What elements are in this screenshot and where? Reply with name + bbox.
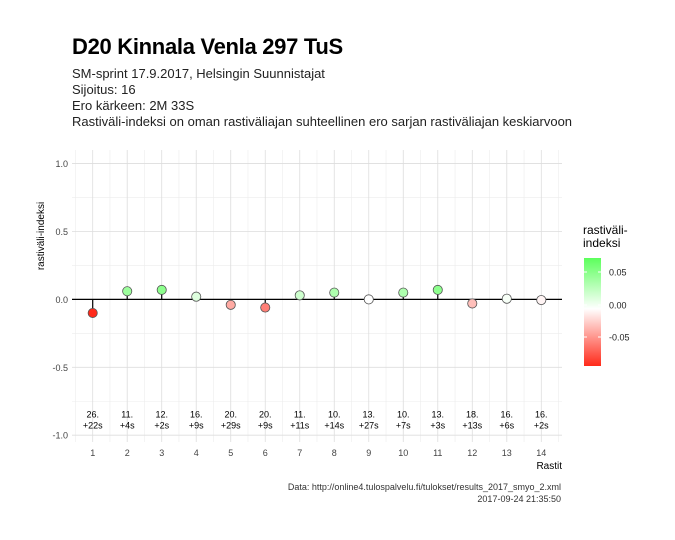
caption-source: Data: http://online4.tulospalvelu.fi/tul…: [287, 482, 561, 492]
subtitle-line-3: Ero kärkeen: 2M 33S: [72, 98, 195, 113]
point-label-diff: +27s: [359, 421, 379, 431]
point-label-rank: 11.: [294, 410, 306, 420]
legend-title-line-2: indeksi: [583, 236, 621, 250]
x-tick-label: 8: [332, 448, 337, 458]
point-label-rank: 20.: [259, 410, 272, 420]
y-tick-label: 0.0: [55, 295, 68, 305]
x-tick-label: 4: [194, 448, 199, 458]
chart-title: D20 Kinnala Venla 297 TuS: [72, 34, 343, 59]
point-label-diff: +2s: [154, 421, 169, 431]
legend-tick-label: 0.00: [609, 301, 627, 311]
point-label-diff: +11s: [290, 421, 310, 431]
point-label-rank: 20.: [224, 410, 237, 420]
x-tick-label: 10: [398, 448, 408, 458]
x-tick-label: 14: [536, 448, 546, 458]
point-label-rank: 12.: [155, 410, 168, 420]
data-point: [363, 294, 374, 305]
data-point: [122, 286, 133, 297]
point-label-diff: +9s: [258, 421, 273, 431]
x-tick-label: 3: [159, 448, 164, 458]
y-tick-label: 0.5: [55, 227, 68, 237]
point-label-rank: 10.: [328, 410, 341, 420]
data-point: [260, 302, 271, 313]
data-point: [225, 299, 236, 310]
x-axis-label: Rastit: [536, 461, 562, 472]
data-point: [432, 284, 443, 295]
legend-title: rastiväli- indeksi: [583, 224, 663, 250]
legend-colorbar: [584, 258, 601, 366]
x-tick-label: 1: [90, 448, 95, 458]
subtitle-line-4: Rastiväli-indeksi on oman rastiväliajan …: [72, 114, 573, 129]
point-label-diff: +3s: [430, 421, 445, 431]
data-point: [87, 307, 98, 318]
data-point: [536, 295, 547, 306]
legend-tick-label: -0.05: [609, 333, 630, 343]
x-tick-label: 6: [263, 448, 268, 458]
caption-timestamp: 2017-09-24 21:35:50: [477, 494, 561, 504]
point-label-rank: 18.: [466, 410, 479, 420]
point-label-rank: 10.: [397, 410, 410, 420]
point-label-diff: +4s: [120, 421, 135, 431]
point-label-diff: +13s: [462, 421, 482, 431]
x-tick-label: 5: [228, 448, 233, 458]
point-label-rank: 13.: [432, 410, 445, 420]
x-tick-label: 7: [297, 448, 302, 458]
x-tick-label: 2: [125, 448, 130, 458]
subtitle-line-1: SM-sprint 17.9.2017, Helsingin Suunnista…: [72, 66, 325, 81]
x-tick-label: 13: [502, 448, 512, 458]
data-point: [294, 290, 305, 301]
data-point: [398, 287, 409, 298]
x-tick-label: 9: [366, 448, 371, 458]
data-point: [191, 291, 202, 302]
subtitle-line-2: Sijoitus: 16: [72, 82, 136, 97]
y-tick-label: 1.0: [55, 159, 68, 169]
x-tick-label: 11: [433, 448, 442, 458]
point-label-diff: +7s: [396, 421, 411, 431]
point-label-rank: 16.: [190, 410, 203, 420]
point-label-rank: 26.: [86, 410, 99, 420]
point-label-diff: +14s: [324, 421, 344, 431]
x-tick-label: 12: [467, 448, 477, 458]
y-tick-label: -0.5: [52, 363, 68, 373]
legend-tick-label: 0.05: [609, 268, 627, 278]
point-label-rank: 16.: [501, 410, 514, 420]
data-point: [156, 284, 167, 295]
y-tick-label: -1.0: [52, 431, 68, 441]
point-label-diff: +9s: [189, 421, 204, 431]
point-label-diff: +29s: [221, 421, 241, 431]
point-label-rank: 13.: [363, 410, 376, 420]
point-label-rank: 11.: [121, 410, 133, 420]
data-point: [329, 287, 340, 298]
y-axis-label: rastiväli-indeksi: [36, 202, 47, 270]
data-point: [501, 293, 512, 304]
point-label-rank: 16.: [535, 410, 548, 420]
data-point: [467, 298, 478, 309]
point-label-diff: +22s: [83, 421, 103, 431]
point-label-diff: +2s: [534, 421, 549, 431]
legend-title-line-1: rastiväli-: [583, 223, 628, 237]
point-label-diff: +6s: [499, 421, 514, 431]
